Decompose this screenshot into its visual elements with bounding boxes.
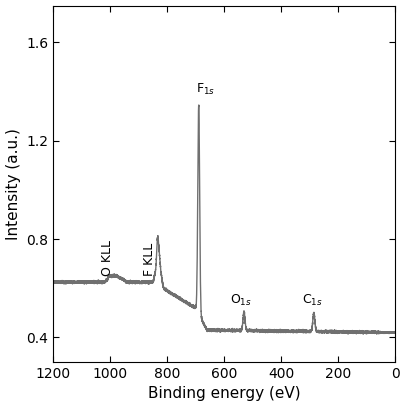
Y-axis label: Intensity (a.u.): Intensity (a.u.): [6, 128, 21, 240]
Text: O$_{1s}$: O$_{1s}$: [230, 293, 252, 308]
X-axis label: Binding energy (eV): Binding energy (eV): [148, 386, 301, 401]
Text: O KLL: O KLL: [101, 240, 114, 276]
Text: C$_{1s}$: C$_{1s}$: [302, 293, 323, 308]
Text: F$_{1s}$: F$_{1s}$: [196, 81, 215, 96]
Text: F KLL: F KLL: [143, 243, 156, 276]
